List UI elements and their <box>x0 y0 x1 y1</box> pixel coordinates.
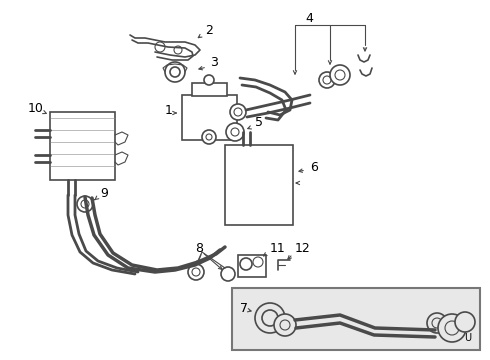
Circle shape <box>335 70 345 80</box>
Text: 12: 12 <box>295 242 311 255</box>
Bar <box>225 145 293 225</box>
Text: 1: 1 <box>165 104 173 117</box>
Circle shape <box>438 314 466 342</box>
Circle shape <box>330 65 350 85</box>
Circle shape <box>188 264 204 280</box>
Circle shape <box>253 257 263 267</box>
Text: 7: 7 <box>240 302 248 315</box>
Circle shape <box>202 130 216 144</box>
Text: 11: 11 <box>270 242 286 255</box>
Text: 6: 6 <box>310 161 318 174</box>
Circle shape <box>240 258 252 270</box>
Circle shape <box>221 267 235 281</box>
Circle shape <box>323 76 331 84</box>
Bar <box>182 95 237 140</box>
Circle shape <box>432 318 442 328</box>
Circle shape <box>206 134 212 140</box>
Text: 8: 8 <box>195 242 203 255</box>
Circle shape <box>226 123 244 141</box>
Bar <box>192 83 227 96</box>
Circle shape <box>262 310 278 326</box>
Circle shape <box>170 67 180 77</box>
Circle shape <box>234 108 242 116</box>
Circle shape <box>427 313 447 333</box>
Bar <box>232 288 480 350</box>
Bar <box>238 255 266 277</box>
Circle shape <box>77 196 93 212</box>
Circle shape <box>231 128 239 136</box>
Text: 2: 2 <box>205 23 213 36</box>
Text: 10: 10 <box>28 102 44 114</box>
Circle shape <box>445 321 459 335</box>
Circle shape <box>174 46 182 54</box>
Circle shape <box>255 303 285 333</box>
Circle shape <box>192 268 200 276</box>
Circle shape <box>155 42 165 52</box>
Circle shape <box>81 200 89 208</box>
Text: 5: 5 <box>255 116 263 129</box>
Circle shape <box>280 320 290 330</box>
Circle shape <box>230 104 246 120</box>
Text: 4: 4 <box>305 12 313 24</box>
Circle shape <box>319 72 335 88</box>
Circle shape <box>274 314 296 336</box>
Text: 3: 3 <box>210 55 218 68</box>
Text: 9: 9 <box>100 186 108 199</box>
Circle shape <box>204 75 214 85</box>
Circle shape <box>455 312 475 332</box>
Circle shape <box>165 62 185 82</box>
Bar <box>50 112 115 180</box>
Text: U: U <box>465 333 471 343</box>
